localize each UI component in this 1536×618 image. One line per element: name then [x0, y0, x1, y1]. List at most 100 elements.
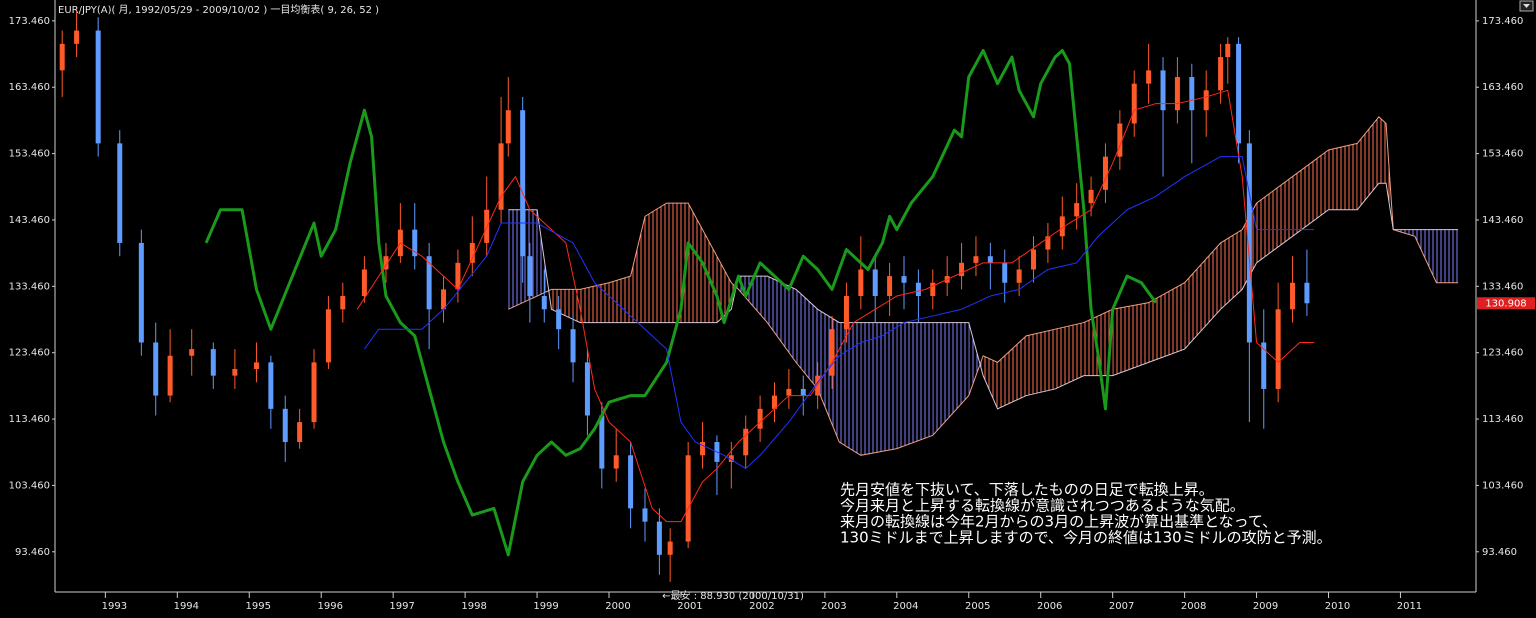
x-tick-label: 2004: [893, 601, 918, 612]
cloud-segment: [860, 322, 897, 456]
candle-body: [915, 282, 921, 297]
candle-body: [1016, 269, 1022, 283]
x-tick-label: 2002: [749, 601, 774, 612]
cloud-segment: [630, 216, 645, 323]
candle-body: [117, 143, 123, 243]
cloud-segment: [1220, 229, 1243, 310]
cloud-segment: [1083, 309, 1113, 376]
chart-title: EUR/JPY(A)( 月, 1992/05/29 - 2009/10/02 )…: [58, 3, 379, 16]
candle-body: [498, 143, 504, 210]
y-tick-label: 173.460: [9, 16, 50, 27]
x-tick-label: 2001: [677, 601, 702, 612]
cloud-segment: [1436, 229, 1459, 283]
x-tick-label: 1999: [533, 601, 558, 612]
y-tick-label-right: 93.460: [1482, 547, 1517, 558]
low-note: ←最安 : 88.930 (2000/10/31): [662, 589, 804, 602]
candle-body: [815, 375, 821, 396]
x-tick-label: 1994: [174, 601, 199, 612]
y-tick-label-right: 153.460: [1482, 149, 1523, 160]
cloud-segment: [1026, 329, 1056, 396]
candle-body: [340, 296, 346, 310]
candle-body: [520, 110, 526, 257]
y-tick-label-right: 133.460: [1482, 281, 1523, 292]
candle-body: [311, 362, 317, 423]
candle-body: [253, 362, 259, 370]
candle-body: [757, 408, 763, 429]
candle-body: [297, 422, 303, 443]
menu-arrow: [1523, 4, 1530, 8]
candle-body: [1059, 216, 1065, 237]
y-tick-label-right: 163.460: [1482, 82, 1523, 93]
x-tick-label: 2009: [1253, 601, 1278, 612]
y-tick-label: 103.460: [9, 480, 50, 491]
candle-body: [1304, 282, 1310, 304]
comment-line: 先月安値を下抜いて、下落したものの日足で転換上昇。: [840, 481, 1214, 499]
candle-body: [455, 262, 461, 290]
candle-body: [613, 455, 619, 469]
y-tick-label-right: 123.460: [1482, 348, 1523, 359]
comment-line: 来月の転換線は今年2月からの3月の上昇波が算出基準となって、: [840, 513, 1277, 531]
x-tick-label: 1997: [389, 601, 414, 612]
x-tick-label: 1998: [461, 601, 486, 612]
candle-body: [469, 242, 475, 263]
candle-body: [656, 521, 662, 555]
candle-body: [1088, 189, 1094, 204]
candle-body: [872, 269, 878, 297]
cloud-segment: [796, 289, 818, 389]
candle-body: [642, 508, 648, 522]
cloud-segment: [1256, 176, 1293, 263]
candle-body: [1218, 57, 1224, 91]
cloud-segment: [1328, 143, 1358, 210]
candle-body: [74, 30, 80, 44]
x-tick-label: 2005: [965, 601, 990, 612]
comment-line: 130ミドルまで上昇しますので、今月の終値は130ミドルの攻防と予測。: [840, 529, 1332, 547]
cloud-segment: [932, 322, 969, 436]
candle-body: [771, 395, 777, 409]
cloud-segment: [1378, 116, 1387, 184]
cloud-segment: [1414, 229, 1437, 283]
candle-body: [505, 110, 511, 144]
candle-body: [829, 329, 835, 376]
candle-body: [700, 442, 706, 456]
candle-body: [987, 256, 993, 263]
cloud-segment: [1292, 150, 1329, 237]
y-tick-label: 153.460: [9, 149, 50, 160]
candle-body: [1290, 282, 1296, 310]
y-tick-label-right: 143.460: [1482, 215, 1523, 226]
candle-body: [412, 229, 418, 257]
candle-body: [1045, 236, 1051, 250]
candle-body: [743, 428, 749, 456]
indicator-line: [204, 48, 1158, 557]
cloud-segment: [644, 203, 667, 323]
candle-body: [1225, 43, 1231, 58]
candle-body: [786, 388, 792, 396]
cloud-edge: [508, 116, 1459, 456]
candle-body: [268, 362, 274, 409]
candle-body: [541, 296, 547, 310]
y-tick-label: 163.460: [9, 82, 50, 93]
candle-body: [282, 408, 288, 443]
candle-body: [1246, 143, 1252, 343]
last-price-label: 130.908: [1485, 298, 1526, 309]
candle-body: [599, 415, 605, 469]
last-price-box: [1477, 297, 1535, 310]
candle-body: [930, 282, 936, 297]
candle-body: [973, 256, 979, 263]
candle-body: [1174, 77, 1180, 111]
candle-body: [95, 30, 101, 144]
cloud-segment: [968, 322, 984, 396]
y-tick-label: 143.460: [9, 215, 50, 226]
candle-body: [1236, 43, 1242, 144]
candle-body: [1189, 77, 1195, 111]
y-tick-label: 113.460: [9, 414, 50, 425]
x-tick-label: 2006: [1037, 601, 1062, 612]
cloud-segment: [1148, 282, 1185, 363]
cloud-segment: [738, 276, 768, 323]
candle-body: [667, 541, 673, 555]
cloud-segment: [767, 276, 797, 363]
candle-body: [1160, 70, 1166, 111]
cloud-segment: [997, 335, 1027, 409]
candle-body: [1131, 83, 1137, 124]
candle-body: [1275, 309, 1281, 389]
